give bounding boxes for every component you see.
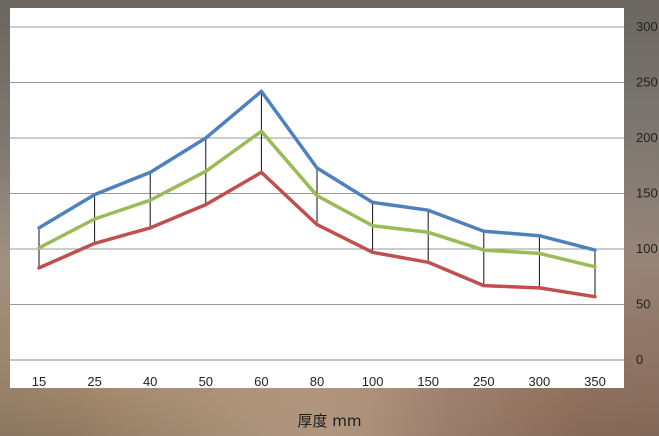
x-tick-label: 50 bbox=[199, 374, 213, 389]
y-tick-label: 150 bbox=[636, 186, 658, 201]
x-axis-ticks: 15 25 40 50 60 80 100 150 250 300 350 bbox=[32, 374, 606, 389]
x-tick-label: 15 bbox=[32, 374, 46, 389]
x-tick-label: 150 bbox=[417, 374, 439, 389]
y-tick-label: 0 bbox=[636, 352, 643, 367]
y-tick-label: 250 bbox=[636, 75, 658, 90]
series-line-2 bbox=[37, 129, 597, 269]
y-tick-label: 100 bbox=[636, 241, 658, 256]
series-line-3 bbox=[37, 170, 597, 299]
series-line-1 bbox=[37, 89, 597, 252]
x-tick-label: 300 bbox=[529, 374, 551, 389]
x-axis-label: 厚度 mm bbox=[297, 412, 362, 430]
series-lines bbox=[37, 89, 597, 299]
y-tick-label: 50 bbox=[636, 297, 650, 312]
x-tick-label: 40 bbox=[143, 374, 157, 389]
y-tick-label: 200 bbox=[636, 130, 658, 145]
gridlines bbox=[10, 26, 624, 361]
y-tick-label: 300 bbox=[636, 19, 658, 34]
x-tick-label: 250 bbox=[473, 374, 495, 389]
x-tick-label: 25 bbox=[87, 374, 101, 389]
x-tick-label: 80 bbox=[310, 374, 324, 389]
x-tick-label: 100 bbox=[362, 374, 384, 389]
y-axis-ticks: 0 50 100 150 200 250 300 bbox=[636, 19, 658, 367]
x-tick-label: 60 bbox=[254, 374, 268, 389]
x-tick-label: 350 bbox=[584, 374, 606, 389]
